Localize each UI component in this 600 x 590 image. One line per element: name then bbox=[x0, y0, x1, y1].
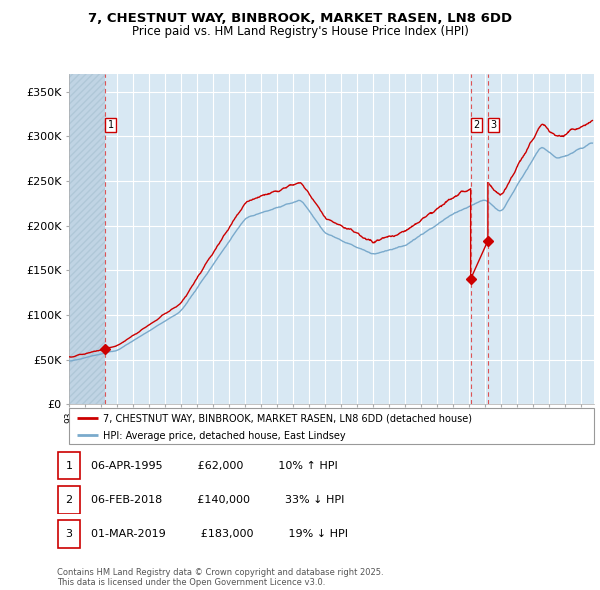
FancyBboxPatch shape bbox=[58, 520, 80, 548]
FancyBboxPatch shape bbox=[58, 452, 80, 479]
Text: 2: 2 bbox=[65, 495, 73, 504]
FancyBboxPatch shape bbox=[58, 486, 80, 513]
Text: 1: 1 bbox=[108, 120, 114, 130]
Text: 3: 3 bbox=[65, 529, 73, 539]
Text: 2: 2 bbox=[473, 120, 479, 130]
Text: 7, CHESTNUT WAY, BINBROOK, MARKET RASEN, LN8 6DD: 7, CHESTNUT WAY, BINBROOK, MARKET RASEN,… bbox=[88, 12, 512, 25]
Text: 3: 3 bbox=[490, 120, 496, 130]
Text: 7, CHESTNUT WAY, BINBROOK, MARKET RASEN, LN8 6DD (detached house): 7, CHESTNUT WAY, BINBROOK, MARKET RASEN,… bbox=[103, 414, 472, 424]
Bar bbox=[69, 74, 106, 404]
Text: Price paid vs. HM Land Registry's House Price Index (HPI): Price paid vs. HM Land Registry's House … bbox=[131, 25, 469, 38]
Text: 1: 1 bbox=[65, 461, 73, 470]
Text: 01-MAR-2019          £183,000          19% ↓ HPI: 01-MAR-2019 £183,000 19% ↓ HPI bbox=[84, 529, 348, 539]
Text: 06-APR-1995          £62,000          10% ↑ HPI: 06-APR-1995 £62,000 10% ↑ HPI bbox=[84, 461, 338, 470]
Text: Contains HM Land Registry data © Crown copyright and database right 2025.
This d: Contains HM Land Registry data © Crown c… bbox=[57, 568, 383, 587]
Text: 06-FEB-2018          £140,000          33% ↓ HPI: 06-FEB-2018 £140,000 33% ↓ HPI bbox=[84, 495, 344, 504]
FancyBboxPatch shape bbox=[69, 408, 594, 444]
Text: HPI: Average price, detached house, East Lindsey: HPI: Average price, detached house, East… bbox=[103, 431, 346, 441]
